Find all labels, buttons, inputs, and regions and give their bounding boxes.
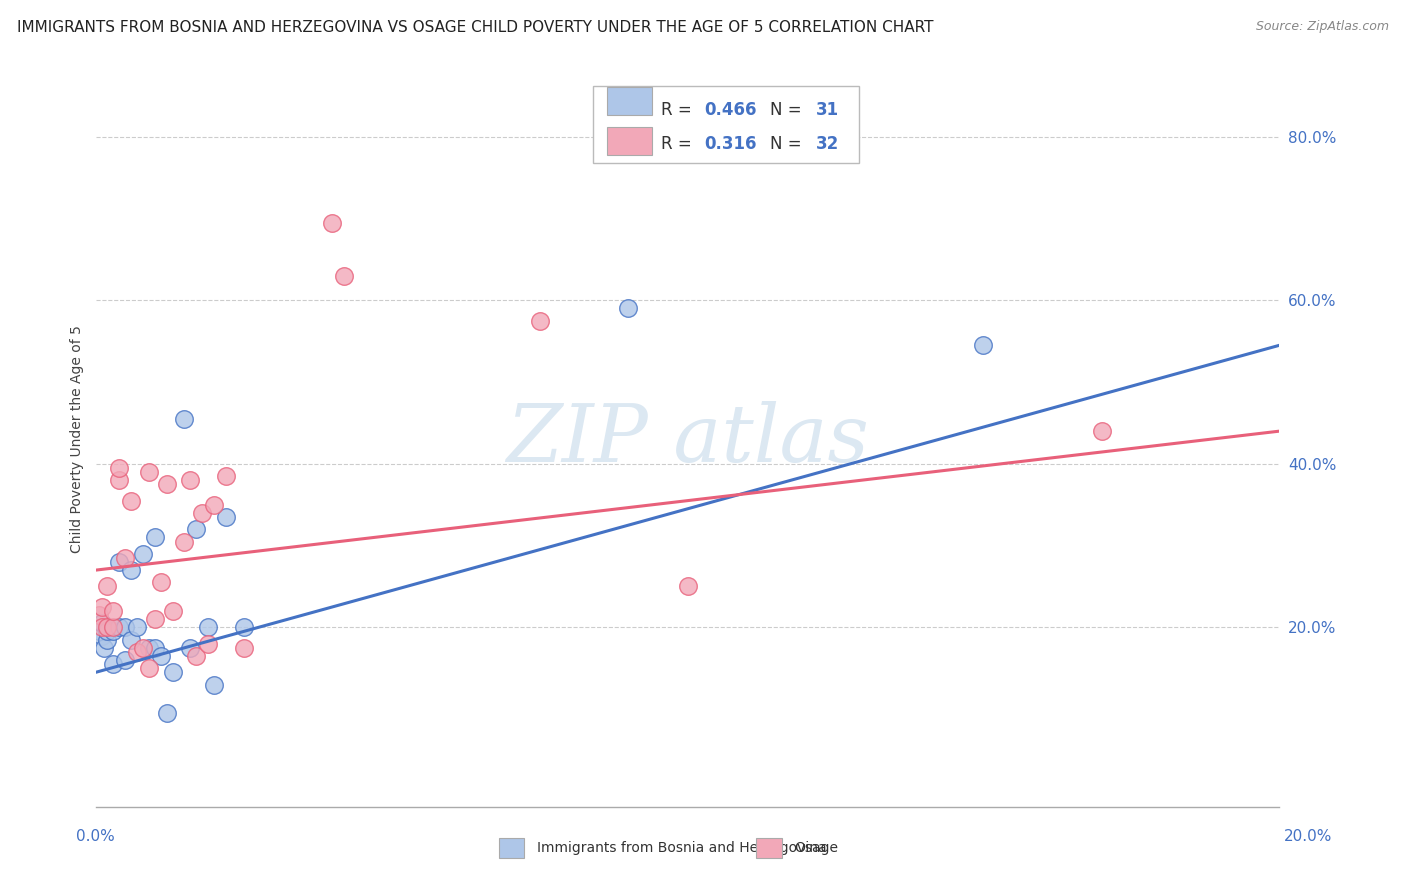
Point	[96, 620, 118, 634]
Point	[93, 640, 115, 655]
Text: 20.0%: 20.0%	[1284, 830, 1331, 844]
Point	[138, 661, 160, 675]
Point	[108, 555, 131, 569]
Point	[149, 575, 172, 590]
Point	[202, 498, 225, 512]
Point	[215, 510, 238, 524]
Point	[186, 648, 208, 663]
Point	[321, 216, 343, 230]
Text: 0.0%: 0.0%	[76, 830, 115, 844]
Point	[125, 645, 148, 659]
Text: 31: 31	[815, 102, 838, 120]
Bar	[607, 87, 652, 115]
Point	[156, 706, 179, 721]
Point	[333, 268, 356, 283]
Point	[90, 629, 112, 643]
Point	[103, 620, 125, 634]
Point	[215, 469, 238, 483]
Point	[138, 640, 160, 655]
Point	[676, 580, 699, 594]
Point	[114, 550, 136, 565]
Point	[120, 632, 142, 647]
Point	[114, 620, 136, 634]
Text: 0.316: 0.316	[704, 136, 756, 153]
Point	[108, 461, 131, 475]
Point	[156, 477, 179, 491]
Point	[120, 563, 142, 577]
Point	[103, 624, 125, 639]
Point	[202, 678, 225, 692]
Point	[232, 640, 254, 655]
Point	[149, 648, 172, 663]
Y-axis label: Child Poverty Under the Age of 5: Child Poverty Under the Age of 5	[70, 326, 84, 553]
Point	[973, 338, 995, 352]
Point	[173, 412, 195, 426]
Point	[90, 599, 112, 614]
Point	[96, 580, 118, 594]
Point	[108, 620, 131, 634]
Point	[120, 493, 142, 508]
Point	[143, 530, 166, 544]
Text: ZIP atlas: ZIP atlas	[506, 401, 869, 478]
Point	[179, 640, 201, 655]
Text: 32: 32	[815, 136, 838, 153]
Point	[617, 301, 640, 316]
Point	[96, 624, 118, 639]
Point	[197, 620, 219, 634]
Point	[179, 473, 201, 487]
Point	[103, 604, 125, 618]
Text: IMMIGRANTS FROM BOSNIA AND HERZEGOVINA VS OSAGE CHILD POVERTY UNDER THE AGE OF 5: IMMIGRANTS FROM BOSNIA AND HERZEGOVINA V…	[17, 20, 934, 35]
Point	[529, 314, 551, 328]
Point	[138, 465, 160, 479]
Point	[162, 665, 184, 680]
Point	[132, 547, 155, 561]
Point	[191, 506, 214, 520]
Point	[232, 620, 254, 634]
Point	[114, 653, 136, 667]
Point	[143, 640, 166, 655]
Point	[125, 620, 148, 634]
Text: 0.466: 0.466	[704, 102, 756, 120]
Text: R =: R =	[661, 136, 697, 153]
Point	[87, 624, 110, 639]
Point	[186, 522, 208, 536]
Text: N =: N =	[770, 102, 807, 120]
Point	[162, 604, 184, 618]
Point	[90, 616, 112, 631]
Point	[197, 637, 219, 651]
Point	[103, 657, 125, 672]
Point	[108, 473, 131, 487]
Text: Immigrants from Bosnia and Herzegovina: Immigrants from Bosnia and Herzegovina	[537, 841, 827, 855]
Text: Osage: Osage	[794, 841, 838, 855]
Point	[132, 640, 155, 655]
Text: Source: ZipAtlas.com: Source: ZipAtlas.com	[1256, 20, 1389, 33]
Point	[143, 612, 166, 626]
Bar	[607, 127, 652, 154]
Text: N =: N =	[770, 136, 807, 153]
Point	[96, 632, 118, 647]
Point	[1091, 424, 1114, 438]
Bar	[593, 87, 859, 163]
Text: R =: R =	[661, 102, 697, 120]
Point	[87, 608, 110, 623]
Point	[90, 620, 112, 634]
Point	[173, 534, 195, 549]
